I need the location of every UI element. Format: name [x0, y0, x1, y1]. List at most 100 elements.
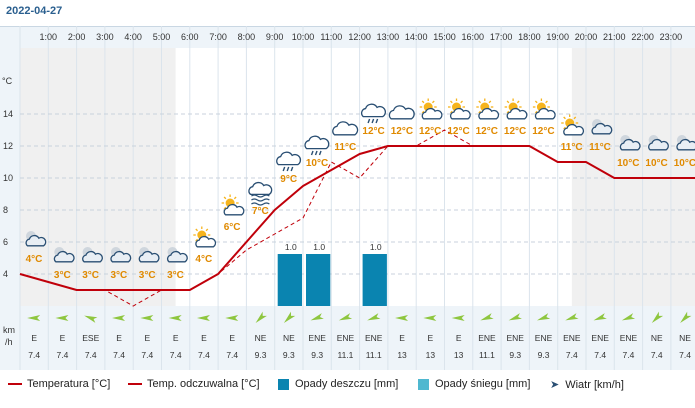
wind-speed: 9.3: [283, 350, 295, 360]
cloud-icon: [388, 105, 415, 120]
wind-speed: 9.3: [311, 350, 323, 360]
wind-speed: 7.4: [679, 350, 691, 360]
axis-labels: 1:00 2:00 3:00 4:00 5:00 6:00 7:00 8:00 9:00 10:0…: [2, 32, 682, 279]
rain-drop: [367, 118, 371, 124]
cloud-shape: [361, 103, 386, 118]
temp-value-label: 3°C: [111, 270, 128, 281]
sun-ray: [563, 126, 566, 130]
hour-label: 6:00: [181, 32, 199, 42]
temp-value-label: 9°C: [280, 174, 297, 185]
wind-speed: 7.4: [141, 350, 153, 360]
wind-arrow-icon: ➤: [550, 379, 560, 391]
sun-ray: [431, 100, 435, 104]
cloud-shape: [53, 250, 75, 263]
cloud-shape: [478, 107, 500, 120]
wind-speed: 11.1: [337, 350, 353, 360]
temp-value-label: 12°C: [532, 126, 554, 137]
cloud-shape: [619, 138, 641, 151]
hour-label: 8:00: [238, 32, 256, 42]
cloud-shape: [248, 181, 273, 196]
moon-cloud-icon: [82, 247, 103, 263]
wind-arrow-icon: [508, 313, 522, 321]
rain-drop: [310, 150, 314, 156]
temp-value-label: 11°C: [334, 142, 356, 153]
temperature-lines: [19, 129, 695, 307]
wind-arrow-icon: [338, 313, 353, 321]
temp-value-label: 7°C: [252, 206, 269, 217]
cloud-shape: [332, 121, 359, 136]
wind-direction: E: [201, 333, 207, 343]
cloud-shape: [506, 107, 528, 120]
top-border: [0, 26, 695, 27]
moon-cloud-icon: [53, 247, 75, 263]
temp-value-label: 10°C: [674, 158, 695, 169]
wind-direction: ENE: [337, 333, 355, 343]
wind-arrow-icon: [680, 311, 692, 323]
hour-label: 23:00: [660, 32, 683, 42]
temp-value-label: 3°C: [139, 270, 156, 281]
wind-arrow-icon: [112, 315, 126, 321]
cloud-shape: [223, 203, 245, 216]
wind-speed: 7.4: [594, 350, 606, 360]
sun-ray: [516, 100, 520, 104]
hour-label: 7:00: [209, 32, 227, 42]
wind-direction: NE: [283, 333, 295, 343]
rain-bar: [306, 254, 331, 306]
temp-value-label: 12°C: [476, 126, 498, 137]
legend-wind: ➤ Wiatr [km/h]: [550, 378, 624, 392]
sun-ray: [460, 100, 463, 104]
wind-speed: 7.4: [57, 350, 69, 360]
cloud-shape: [110, 250, 132, 263]
hour-label: 18:00: [518, 32, 541, 42]
y-tick-label: 4: [3, 269, 8, 279]
weather-icons: [25, 98, 695, 263]
temp-value-label: 10°C: [617, 158, 639, 169]
rain-drop: [371, 118, 375, 124]
rain-drop: [286, 166, 290, 172]
moon-cloud-icon: [648, 135, 669, 151]
rain-bars: 1.0 1.0 1.0: [277, 242, 387, 306]
wind-arrow-icon: [593, 313, 607, 321]
wind-arrow-icon: [140, 315, 154, 321]
y-axis-panel: [0, 26, 20, 306]
wind-unit-bottom: /h: [5, 337, 13, 347]
sun-ray: [563, 116, 566, 120]
fog-line: [251, 198, 270, 202]
moon-cloud-icon: [619, 135, 641, 151]
temp-value-label: 10°C: [306, 158, 328, 169]
wind-arrow-icon: [536, 313, 551, 321]
sun-ray: [195, 238, 199, 242]
temp-value-label: 12°C: [419, 126, 441, 137]
gridlines: [19, 26, 695, 370]
sun-cloud-icon: [419, 98, 443, 120]
hour-label: 5:00: [153, 32, 171, 42]
wind-speed: 7.4: [198, 350, 210, 360]
cloud-shape: [276, 151, 302, 166]
wind-direction: E: [116, 333, 122, 343]
y-tick-label: 10: [3, 173, 13, 183]
wind-speed: 9.3: [255, 350, 267, 360]
wind-direction: E: [173, 333, 179, 343]
rain-icon: [304, 135, 330, 156]
hour-label: 21:00: [603, 32, 626, 42]
wind-arrow-icon: [451, 315, 465, 321]
wind-arrow-icon: [367, 313, 381, 321]
cloud-shape: [388, 105, 415, 120]
temp-value-label: 4°C: [195, 254, 212, 265]
rain-drop: [290, 166, 294, 172]
forecast-chart: 1.0 1.0 1.0 4°C3°C 3°C 3°C 3°C 3°C4°C6°C7°C9°C…: [0, 26, 695, 370]
hour-label: 11:00: [320, 32, 342, 42]
wind-speed: 9.3: [538, 350, 550, 360]
sun-ray: [223, 206, 227, 210]
hour-label: 17:00: [490, 32, 513, 42]
legend: Temperatura [°C] Temp. odczuwalna [°C] O…: [0, 372, 695, 398]
wind-speed: 13: [454, 350, 464, 360]
sun-cloud-icon: [504, 98, 528, 120]
wind-speed: 11.1: [479, 350, 495, 360]
sun-ray: [534, 100, 538, 104]
wind-direction: NE: [651, 333, 663, 343]
wind-speed: 7.4: [28, 350, 40, 360]
sun-ray: [506, 100, 510, 104]
sun-cloud-icon: [476, 98, 500, 120]
wind-arrow-icon: [565, 313, 579, 321]
